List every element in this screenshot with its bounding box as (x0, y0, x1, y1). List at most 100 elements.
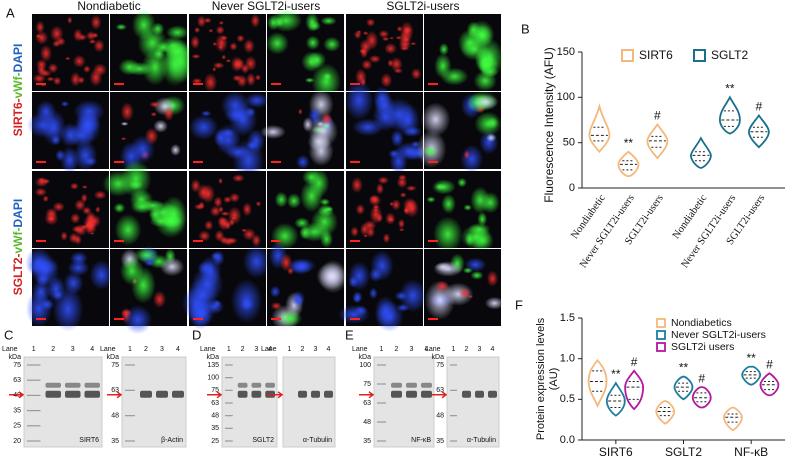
signal (198, 230, 211, 242)
unit-label: kDa (359, 354, 372, 361)
signal (366, 18, 376, 27)
signal (459, 287, 471, 299)
signal (218, 177, 223, 185)
marker-label: 100 (359, 362, 371, 369)
signal (70, 212, 81, 224)
signal (405, 199, 419, 218)
lane-number: 3 (254, 346, 258, 353)
signal (212, 62, 225, 69)
signal (217, 217, 231, 231)
signal (196, 15, 207, 28)
signal (60, 146, 79, 174)
panel-label: F (515, 297, 523, 312)
signal (302, 168, 321, 186)
signal (25, 290, 52, 328)
legend-label: SGLT2 (711, 48, 748, 62)
signal (477, 211, 488, 227)
lane-number: 2 (241, 346, 245, 353)
annotation: # (766, 357, 773, 371)
signal (420, 102, 451, 137)
signal (457, 177, 467, 188)
band (391, 382, 402, 388)
signal (369, 195, 379, 203)
signal (39, 44, 53, 62)
signal (144, 259, 155, 267)
signal (131, 9, 156, 41)
y-tick-label: 0.5 (560, 393, 575, 405)
marker-label: 75 (211, 387, 219, 394)
marker-label: 35 (436, 438, 444, 445)
signal (318, 259, 348, 294)
marker-label: 75 (436, 362, 444, 369)
row-label-part: - (11, 227, 25, 231)
signal (289, 260, 313, 275)
signal (387, 217, 395, 222)
signal (396, 176, 408, 189)
signal (190, 178, 201, 193)
row-label-part: SIRT6 (11, 102, 25, 136)
x-tick-label: Never SGLT2i-users (578, 193, 637, 270)
signal (189, 300, 212, 330)
row-label-part: - (11, 98, 25, 102)
signal (230, 56, 243, 72)
blot-target: α-Tubulin (303, 437, 332, 444)
legend-label: SIRT6 (639, 48, 673, 62)
blot-target: NF-κB (411, 437, 431, 444)
signal (227, 206, 242, 225)
signal (93, 39, 105, 53)
signal (35, 20, 45, 34)
signal (203, 72, 218, 92)
signal (363, 234, 369, 238)
violin (722, 406, 743, 432)
signal (155, 204, 187, 239)
signal (368, 54, 381, 64)
y-tick-label: 0 (569, 182, 575, 194)
signal (191, 54, 201, 59)
signal (236, 34, 245, 43)
blot-target: SGLT2 (252, 437, 274, 444)
band (421, 382, 432, 388)
legend-swatch (656, 330, 666, 340)
row-label-part: - (11, 253, 25, 257)
signal (410, 42, 417, 46)
signal (213, 196, 223, 208)
signal (120, 137, 127, 141)
signal (403, 208, 410, 213)
marker-label: 48 (363, 419, 371, 426)
signal (299, 225, 311, 240)
unit-label: kDa (432, 354, 445, 361)
annotation: ** (611, 367, 621, 381)
signal (208, 28, 214, 33)
signal (369, 287, 378, 299)
signal (194, 26, 201, 34)
signal (460, 144, 484, 173)
signal (286, 193, 302, 209)
column-header: Never SGLT2i-users (212, 0, 320, 13)
band (406, 382, 417, 388)
signal (36, 64, 47, 76)
signal (244, 92, 269, 109)
band (421, 390, 432, 398)
signal (435, 280, 450, 292)
lane-number: 4 (425, 346, 429, 353)
band (462, 390, 471, 398)
row-label-part: SGLT2 (11, 257, 25, 295)
signal (150, 112, 157, 117)
signal (46, 76, 55, 82)
lane-number: 3 (410, 346, 414, 353)
signal (141, 199, 165, 212)
signal (350, 226, 359, 237)
y-tick-label: 1.0 (560, 353, 575, 365)
legend-swatch (656, 318, 666, 328)
signal (291, 290, 306, 308)
unit-label: kDa (107, 354, 120, 361)
marker-label: 100 (207, 375, 219, 382)
signal (370, 250, 394, 281)
signal (390, 57, 403, 72)
lane-number: 1 (288, 346, 292, 353)
signal (270, 302, 282, 310)
signal (375, 301, 404, 332)
signal (431, 179, 456, 195)
signal (232, 174, 245, 183)
signal (355, 203, 365, 215)
